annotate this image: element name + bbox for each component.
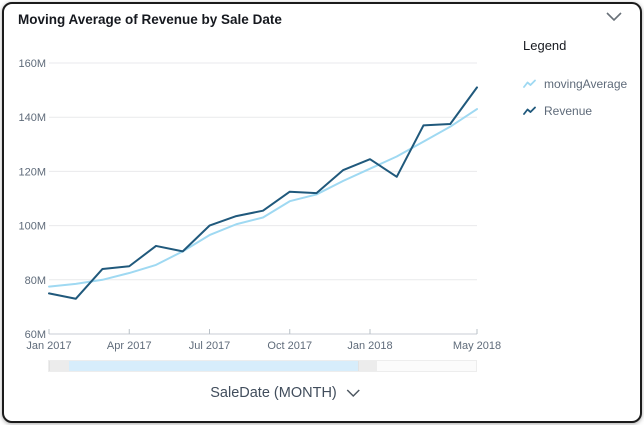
y-axis-tick-label: 60M (25, 329, 46, 341)
y-axis-tick-label: 140M (18, 112, 46, 124)
legend-title: Legend (523, 38, 567, 53)
x-axis-tick-label: Jan 2018 (347, 340, 392, 352)
chevron-down-icon (606, 12, 622, 22)
scrollbar-left-handle[interactable] (49, 361, 71, 371)
x-axis-tick-label: Oct 2017 (267, 340, 312, 352)
x-axis-field-label: SaleDate (MONTH) (210, 385, 337, 401)
series-line-revenue[interactable] (48, 86, 478, 300)
legend-item-label: Revenue (544, 104, 593, 118)
x-axis-tick-label: Jul 2017 (189, 340, 231, 352)
visual-menu-button[interactable] (602, 7, 626, 27)
legend-item-movingaverage[interactable]: movingAverage (523, 77, 635, 91)
line-series-icon (523, 106, 536, 115)
legend-item-revenue[interactable]: Revenue (523, 104, 635, 118)
x-axis-tick-label: May 2018 (453, 340, 501, 352)
chevron-down-icon (346, 388, 360, 397)
visual-title: Moving Average of Revenue by Sale Date (18, 12, 282, 27)
x-axis-tick-label: Jan 2017 (26, 340, 71, 352)
x-axis-field-well[interactable]: SaleDate (MONTH) (210, 385, 360, 401)
date-range-scrollbar[interactable] (48, 360, 477, 372)
y-axis-tick-label: 80M (25, 275, 46, 287)
line-series-icon (523, 79, 536, 88)
scrollbar-right-handle[interactable] (358, 361, 379, 371)
legend: Legend movingAverage Revenue (523, 38, 635, 131)
scrollbar-track-rest[interactable] (377, 361, 476, 371)
y-axis-tick-label: 160M (18, 58, 46, 70)
x-axis-tick-label: Apr 2017 (107, 340, 152, 352)
y-axis-tick-label: 120M (18, 166, 46, 178)
scrollbar-selected-range[interactable] (69, 361, 358, 371)
series-line-movingaverage[interactable] (48, 108, 478, 288)
legend-item-label: movingAverage (544, 77, 628, 91)
y-axis-tick-label: 100M (18, 221, 46, 233)
